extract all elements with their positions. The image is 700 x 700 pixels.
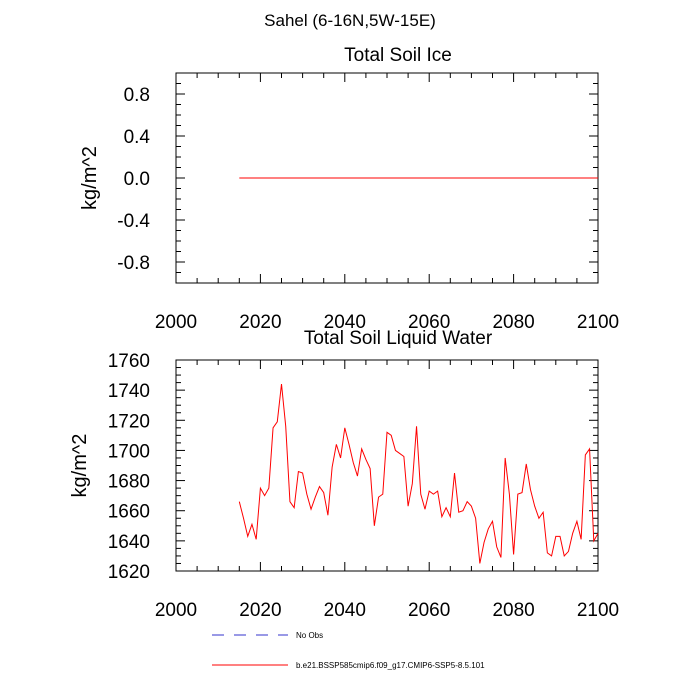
x-tick-label: 2020	[239, 312, 281, 333]
y-tick-label: 1660	[108, 502, 150, 523]
x-tick-label: 2060	[408, 600, 450, 621]
y-tick-label: 0.8	[124, 85, 150, 106]
y-axis-label-soil-liquid: kg/m^2	[69, 434, 91, 498]
y-tick-label: 1740	[108, 381, 150, 402]
x-tick-label: 2040	[324, 312, 366, 333]
y-tick-label: 1760	[108, 351, 150, 372]
chart-title-soil-ice: Total Soil Ice	[344, 45, 452, 66]
chart-title-soil-liquid: Total Soil Liquid Water	[304, 328, 493, 349]
y-tick-label: -0.8	[117, 253, 150, 274]
legend: No Obs b.e21.BSSP585cmip6.f09_g17.CMIP6-…	[212, 631, 485, 670]
y-tick-label: 1620	[108, 562, 150, 583]
y-tick-label: -0.4	[117, 211, 150, 232]
x-tick-label: 2100	[577, 600, 619, 621]
figure-title: Sahel (6-16N,5W-15E)	[264, 11, 436, 30]
y-tick-label: 1720	[108, 411, 150, 432]
panel-total-soil-liquid-water: 2000 2020 2040 2060 2080 2100 1620 1640 1660 1680…	[69, 328, 619, 621]
x-tick-label: 2020	[239, 600, 281, 621]
legend-label-no-obs: No Obs	[296, 631, 323, 640]
panel-total-soil-ice: 2000 2020 2040 2060 2080 2100 -0.8 -0.4 0.0 0.4 0.…	[79, 45, 619, 333]
plot-frame-soil-liquid	[175, 359, 599, 572]
x-tick-label: 2040	[324, 600, 366, 621]
x-tick-label: 2000	[155, 600, 197, 621]
x-tick-label: 2080	[492, 600, 534, 621]
y-tick-label: 0.0	[124, 169, 150, 190]
y-tick-label: 1680	[108, 472, 150, 493]
y-tick-label: 1700	[108, 441, 150, 462]
x-tick-label: 2100	[577, 312, 619, 333]
y-tick-label: 1640	[108, 532, 150, 553]
y-tick-label: 0.4	[124, 127, 151, 148]
series-line-soil-liquid	[238, 384, 599, 564]
x-tick-label: 2080	[492, 312, 534, 333]
x-tick-label: 2060	[408, 312, 450, 333]
legend-label-model: b.e21.BSSP585cmip6.f09_g17.CMIP6-SSP5-8.…	[296, 661, 485, 670]
x-tick-label: 2000	[155, 312, 197, 333]
y-axis-label-soil-ice: kg/m^2	[79, 146, 101, 210]
